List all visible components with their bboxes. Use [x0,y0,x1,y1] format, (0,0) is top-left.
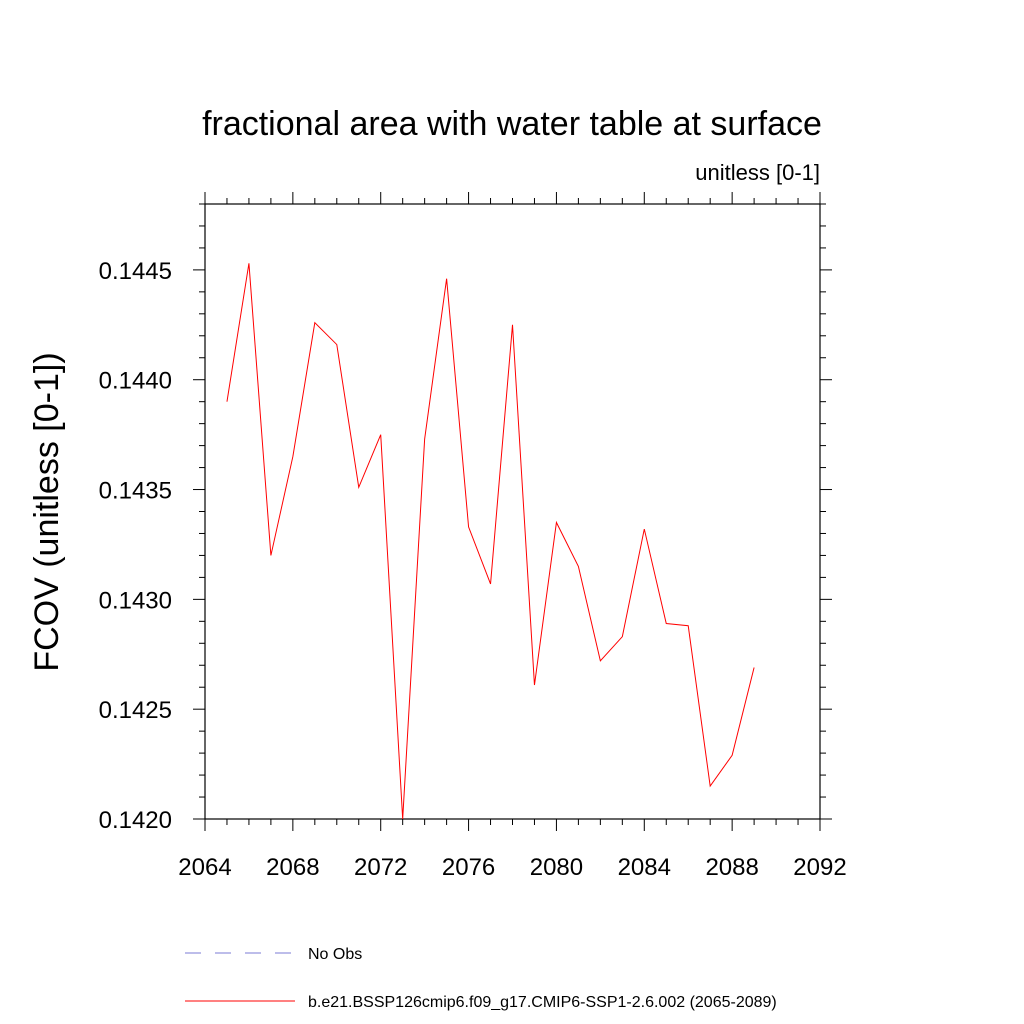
series-group [226,263,755,820]
chart-title: fractional area with water table at surf… [202,105,822,143]
y-tick-label: 0.1445 [99,258,172,285]
y-tick-label: 0.1425 [99,697,172,724]
y-tick-label: 0.1430 [99,587,172,614]
x-axis-tick-labels: 2064 2068 2072 2076 2080 2084 2088 2092 [178,854,846,881]
legend: No Obs b.e21.BSSP126cmip6.f09_g17.CMIP6-… [185,946,777,1011]
x-tick-label: 2072 [354,854,407,881]
y-axis-tick-labels: 0.1420 0.1425 0.1430 0.1435 0.1440 0.1445 [99,258,172,834]
plot-frame [204,203,821,820]
x-axis-ticks [204,192,821,831]
x-tick-label: 2064 [178,854,231,881]
y-tick-label: 0.1440 [99,368,172,395]
legend-label-model-run: b.e21.BSSP126cmip6.f09_g17.CMIP6-SSP1-2.… [308,994,777,1011]
y-tick-label: 0.1435 [99,478,172,505]
x-tick-label: 2088 [705,854,758,881]
x-tick-label: 2068 [266,854,319,881]
y-tick-label: 0.1420 [99,807,172,834]
x-tick-label: 2076 [442,854,495,881]
x-tick-label: 2084 [618,854,671,881]
y-axis-ticks [193,203,832,820]
y-axis-label: FCOV (unitless [0-1]) [28,352,66,671]
series-line [226,263,755,820]
legend-label-no-obs: No Obs [308,946,362,963]
x-tick-label: 2092 [793,854,846,881]
x-tick-label: 2080 [530,854,583,881]
chart-subtitle: unitless [0-1] [695,160,820,185]
